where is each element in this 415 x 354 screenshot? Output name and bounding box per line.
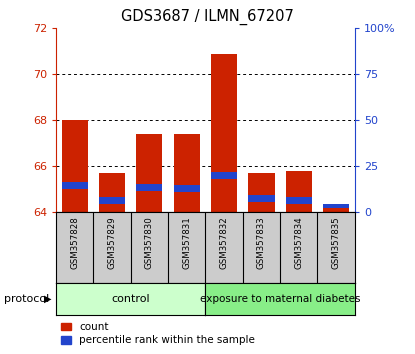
Bar (173, 185, 200, 192)
Bar (286, 171, 312, 212)
Bar (248, 195, 275, 202)
Text: ▶: ▶ (44, 294, 51, 304)
Text: GSM357832: GSM357832 (220, 216, 229, 269)
Text: exposure to maternal diabetes: exposure to maternal diabetes (200, 294, 360, 304)
Bar (211, 53, 237, 212)
Text: GSM357830: GSM357830 (145, 216, 154, 269)
Bar (173, 134, 200, 212)
Text: GDS3687 / ILMN_67207: GDS3687 / ILMN_67207 (121, 9, 294, 25)
Bar (248, 173, 275, 212)
Legend: count, percentile rank within the sample: count, percentile rank within the sample (61, 322, 255, 345)
Bar (211, 172, 237, 179)
Text: control: control (111, 294, 150, 304)
Text: GSM357833: GSM357833 (257, 216, 266, 269)
Text: GSM357828: GSM357828 (70, 216, 79, 269)
Text: GSM357834: GSM357834 (294, 216, 303, 269)
Bar (62, 183, 88, 189)
Bar (286, 198, 312, 204)
Text: GSM357835: GSM357835 (332, 216, 341, 269)
Bar (323, 204, 349, 208)
Bar (99, 198, 125, 204)
Bar (136, 184, 163, 190)
Text: GSM357829: GSM357829 (107, 216, 117, 269)
Text: protocol: protocol (4, 294, 49, 304)
Bar (62, 120, 88, 212)
Bar (136, 134, 163, 212)
Text: GSM357831: GSM357831 (182, 216, 191, 269)
Bar (99, 173, 125, 212)
Bar (323, 208, 349, 212)
